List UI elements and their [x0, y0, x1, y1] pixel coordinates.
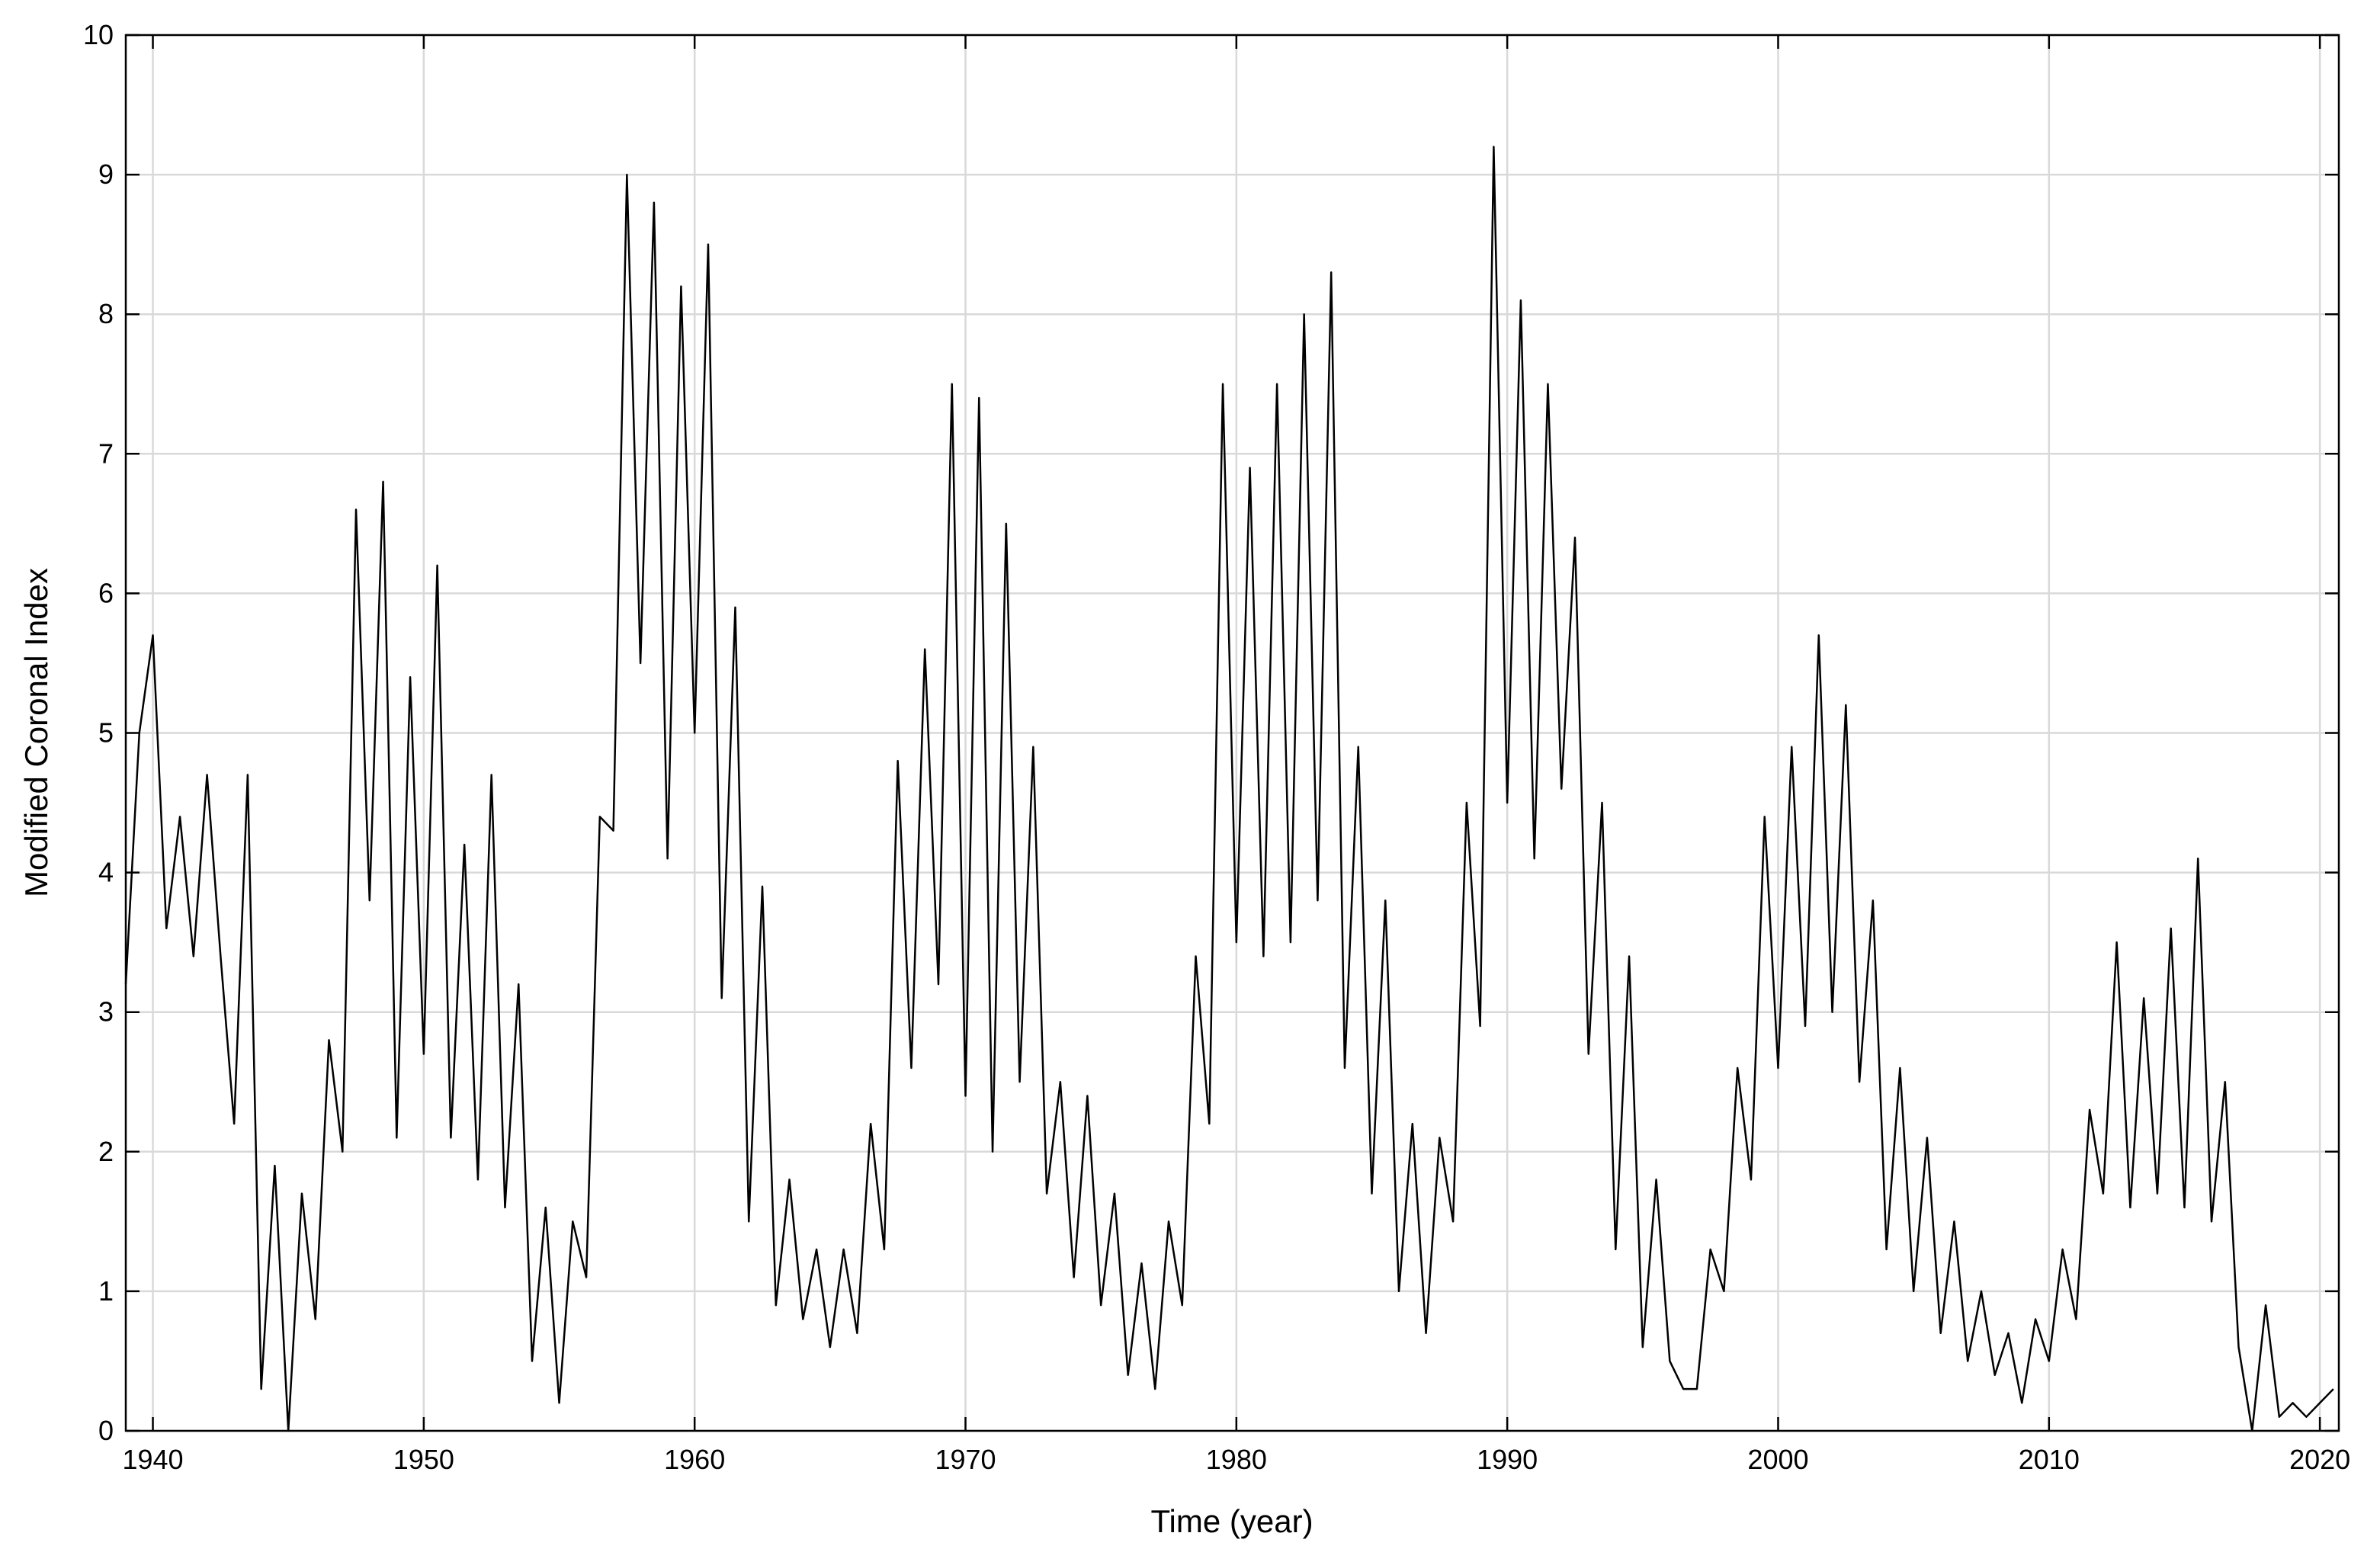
x-tick-label: 1970: [935, 1444, 996, 1475]
x-tick-label: 1990: [1477, 1444, 1538, 1475]
plot-frame: [124, 34, 2340, 1432]
y-tick-label: 10: [83, 19, 114, 50]
y-tick-label: 0: [98, 1415, 114, 1446]
x-axis-label: Time (year): [1150, 1503, 1313, 1539]
x-tick-label: 1960: [664, 1444, 725, 1475]
y-tick-label: 5: [98, 717, 114, 749]
y-tick-label: 4: [98, 857, 114, 888]
y-tick-label: 7: [98, 438, 114, 469]
y-tick-label: 1: [98, 1275, 114, 1307]
data-line: [124, 146, 2334, 1432]
y-tick-label: 8: [98, 298, 114, 329]
x-tick-label: 2010: [2019, 1444, 2080, 1475]
y-tick-label: 3: [98, 996, 114, 1028]
x-tick-label: 1950: [393, 1444, 454, 1475]
y-tick-label: 9: [98, 159, 114, 190]
x-tick-label: 1980: [1206, 1444, 1267, 1475]
x-tick-label: 2020: [2289, 1444, 2350, 1475]
y-axis-label: Modified Coronal Index: [18, 568, 54, 897]
x-tick-label: 1940: [122, 1444, 183, 1475]
y-tick-label: 6: [98, 577, 114, 608]
y-tick-label: 2: [98, 1136, 114, 1167]
x-tick-label: 2000: [1747, 1444, 1808, 1475]
